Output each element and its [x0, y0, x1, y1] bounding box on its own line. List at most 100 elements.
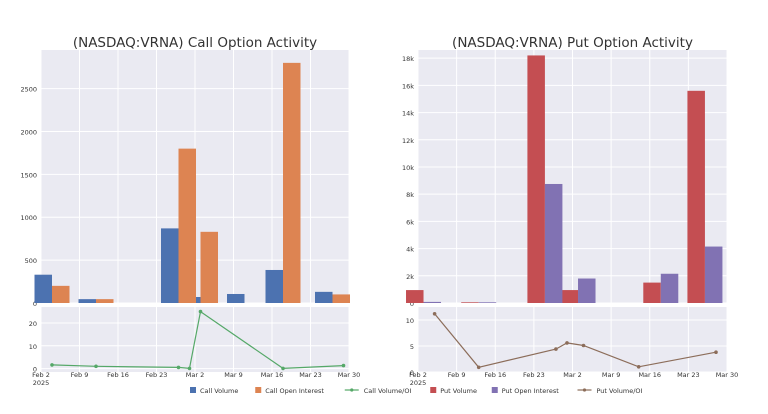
y-tick-label: 2000	[20, 128, 37, 136]
bar	[687, 90, 705, 303]
legend-point-swatch	[350, 388, 354, 392]
y-tick-label: 1000	[20, 214, 37, 222]
x-tick-label: Feb 2 2025	[409, 371, 427, 387]
bar	[461, 302, 479, 303]
x-tick-label: Mar 23	[677, 371, 700, 379]
x-tick-label: Mar 16	[261, 371, 284, 379]
legend-item: Put Open Interest	[491, 387, 559, 395]
x-tick-label: Feb 2 2025	[32, 371, 50, 387]
bar	[332, 294, 350, 303]
y-tick-label: 2500	[20, 86, 37, 94]
bar	[227, 293, 245, 303]
legend-swatch	[190, 387, 196, 393]
ratio-point	[565, 341, 569, 345]
y-tick-label: 10k	[402, 164, 414, 172]
x-tick-label: Feb 16	[484, 371, 506, 379]
y-tick-label: 8k	[406, 191, 414, 199]
legend-label: Call Volume	[200, 387, 238, 395]
bar	[315, 291, 333, 303]
legend-label: Put Open Interest	[502, 387, 559, 395]
x-tick-label: Mar 9	[224, 371, 242, 379]
legend-label: Call Open Interest	[265, 387, 324, 395]
x-tick-label: Feb 23	[146, 371, 168, 379]
y-tick-label: 12k	[402, 137, 414, 145]
x-tick-label: Mar 16	[638, 371, 661, 379]
legend: Call Volume Call Open Interest Call Volume…	[190, 387, 643, 395]
ratio-point	[636, 365, 641, 369]
bar	[406, 290, 424, 303]
bar	[265, 269, 283, 303]
bar	[283, 62, 301, 303]
bar	[560, 290, 579, 303]
bar	[78, 299, 96, 303]
y-tick-label: 6k	[406, 218, 414, 226]
ratio-y-tick-label: 0	[410, 369, 414, 377]
x-tick-label: Feb 23	[523, 371, 545, 379]
bar	[161, 228, 179, 303]
bar	[200, 231, 218, 303]
bar	[34, 274, 52, 303]
bar	[178, 148, 196, 303]
x-tick-label: Feb 16	[107, 371, 129, 379]
bar	[52, 285, 70, 303]
legend-item: Call Volume/OI	[344, 387, 412, 395]
bar	[478, 302, 497, 303]
ratio-point	[581, 343, 586, 348]
x-tick-label: Mar 2	[563, 371, 581, 379]
y-tick-label: 0	[33, 300, 37, 308]
bar	[643, 282, 661, 303]
legend-swatch	[491, 387, 498, 393]
ratio-point	[198, 309, 203, 314]
ratio-y-tick-label: 0	[33, 366, 37, 374]
bar	[660, 273, 679, 303]
ratio-y-tick-label: 10	[29, 343, 37, 351]
ratio-point	[94, 364, 98, 369]
ratio-point	[554, 347, 558, 351]
bar	[527, 55, 545, 303]
y-tick-label: 16k	[402, 82, 414, 90]
legend-label: Call Volume/OI	[364, 387, 412, 395]
y-tick-label: 14k	[402, 110, 414, 118]
chart-title: (NASDAQ:VRNA) Put Option Activity	[452, 35, 693, 51]
ratio-point	[50, 363, 54, 367]
legend-label: Put Volume/OI	[597, 387, 643, 395]
y-tick-label: 18k	[402, 55, 414, 63]
ratio-point	[432, 312, 437, 316]
legend-point-swatch	[582, 388, 587, 392]
ratio-y-tick-label: 20	[29, 320, 37, 328]
y-tick-label: 2k	[406, 273, 414, 281]
legend-item: Call Open Interest	[255, 387, 324, 395]
x-tick-label: Mar 9	[602, 371, 620, 379]
ratio-point	[714, 350, 718, 355]
ratio-point	[281, 366, 285, 371]
x-tick-label: Mar 23	[299, 371, 322, 379]
legend-item: Call Volume	[190, 387, 238, 395]
legend-swatch	[255, 387, 262, 393]
put-option-chart: (NASDAQ:VRNA) Put Option Activity 0 2k 4k 6k…	[402, 35, 738, 387]
bar	[544, 183, 563, 303]
bar	[423, 301, 442, 303]
y-tick-label: 0	[410, 300, 414, 308]
y-tick-label: 500	[25, 257, 37, 265]
bar	[96, 299, 114, 303]
x-tick-label: Mar 30	[716, 371, 739, 379]
bar	[704, 246, 723, 303]
ratio-point	[341, 363, 346, 368]
chart-title: (NASDAQ:VRNA) Call Option Activity	[73, 35, 317, 51]
bar	[578, 278, 596, 303]
ratio-y-tick-label: 10	[406, 317, 414, 325]
x-tick-label: Mar 30	[338, 371, 361, 379]
ratio-point	[187, 366, 192, 371]
x-tick-label: Feb 9	[448, 371, 466, 379]
x-tick-label: Mar 2	[186, 371, 204, 379]
legend-swatch	[430, 387, 437, 393]
y-tick-label: 1500	[20, 171, 37, 179]
legend-item: Put Volume	[430, 387, 477, 395]
x-tick-label: Feb 9	[71, 371, 89, 379]
legend-item: Put Volume/OI	[577, 387, 643, 395]
ratio-y-tick-label: 5	[410, 343, 414, 351]
y-tick-label: 4k	[406, 246, 414, 254]
ratio-point	[476, 365, 481, 370]
